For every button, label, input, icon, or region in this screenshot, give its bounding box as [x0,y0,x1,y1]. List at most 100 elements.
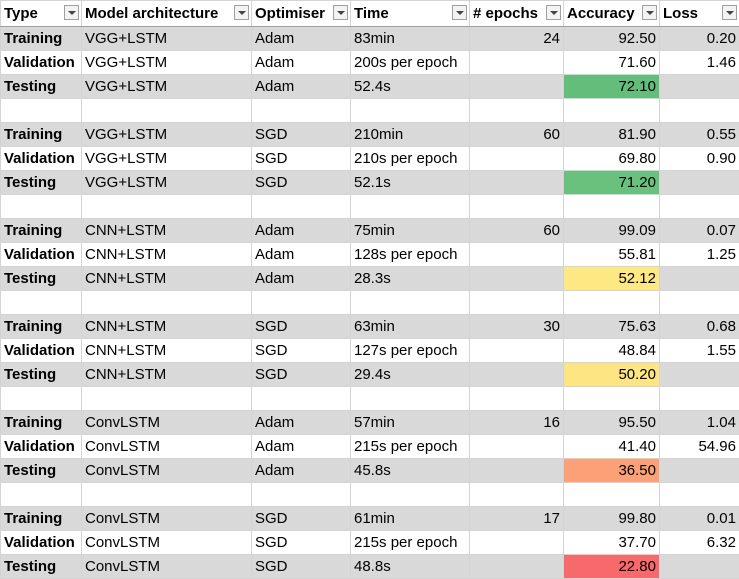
cell-loss[interactable]: 6.32 [660,531,739,555]
empty-cell[interactable] [252,483,351,507]
cell-type[interactable]: Training [1,219,82,243]
cell-optimiser[interactable]: SGD [252,171,351,195]
empty-cell[interactable] [660,195,739,219]
cell-epochs[interactable] [470,75,564,99]
cell-model[interactable]: CNN+LSTM [82,219,252,243]
empty-cell[interactable] [564,99,660,123]
cell-accuracy[interactable]: 52.12 [564,267,660,291]
empty-cell[interactable] [252,291,351,315]
cell-loss[interactable]: 0.55 [660,123,739,147]
empty-cell[interactable] [470,99,564,123]
cell-model[interactable]: CNN+LSTM [82,315,252,339]
cell-model[interactable]: CNN+LSTM [82,339,252,363]
cell-accuracy[interactable]: 81.90 [564,123,660,147]
cell-loss[interactable]: 1.25 [660,243,739,267]
cell-accuracy[interactable]: 36.50 [564,459,660,483]
cell-type[interactable]: Validation [1,435,82,459]
cell-epochs[interactable] [470,435,564,459]
cell-optimiser[interactable]: SGD [252,531,351,555]
empty-cell[interactable] [660,99,739,123]
cell-model[interactable]: VGG+LSTM [82,123,252,147]
empty-cell[interactable] [252,195,351,219]
cell-loss[interactable]: 1.04 [660,411,739,435]
cell-type[interactable]: Validation [1,531,82,555]
cell-optimiser[interactable]: Adam [252,75,351,99]
empty-cell[interactable] [351,387,470,411]
cell-time[interactable]: 215s per epoch [351,435,470,459]
cell-accuracy[interactable]: 71.60 [564,51,660,75]
cell-model[interactable]: ConvLSTM [82,531,252,555]
cell-type[interactable]: Validation [1,147,82,171]
empty-cell[interactable] [82,387,252,411]
cell-type[interactable]: Training [1,27,82,51]
cell-model[interactable]: ConvLSTM [82,507,252,531]
cell-model[interactable]: CNN+LSTM [82,267,252,291]
cell-loss[interactable] [660,363,739,387]
cell-time[interactable]: 57min [351,411,470,435]
empty-cell[interactable] [470,483,564,507]
cell-type[interactable]: Validation [1,339,82,363]
cell-time[interactable]: 52.1s [351,171,470,195]
cell-optimiser[interactable]: Adam [252,51,351,75]
cell-epochs[interactable]: 60 [470,123,564,147]
cell-epochs[interactable]: 16 [470,411,564,435]
cell-loss[interactable] [660,555,739,579]
empty-cell[interactable] [252,99,351,123]
cell-optimiser[interactable]: Adam [252,411,351,435]
cell-optimiser[interactable]: Adam [252,27,351,51]
cell-optimiser[interactable]: SGD [252,363,351,387]
cell-epochs[interactable] [470,51,564,75]
empty-cell[interactable] [660,483,739,507]
cell-optimiser[interactable]: SGD [252,339,351,363]
cell-model[interactable]: ConvLSTM [82,435,252,459]
cell-type[interactable]: Testing [1,171,82,195]
cell-accuracy[interactable]: 75.63 [564,315,660,339]
cell-type[interactable]: Training [1,123,82,147]
empty-cell[interactable] [1,291,82,315]
filter-dropdown-icon[interactable] [64,5,79,20]
cell-loss[interactable]: 1.55 [660,339,739,363]
cell-loss[interactable] [660,75,739,99]
filter-dropdown-icon[interactable] [642,5,657,20]
empty-cell[interactable] [82,483,252,507]
cell-loss[interactable]: 0.07 [660,219,739,243]
empty-cell[interactable] [82,99,252,123]
cell-epochs[interactable] [470,171,564,195]
cell-accuracy[interactable]: 50.20 [564,363,660,387]
cell-optimiser[interactable]: Adam [252,267,351,291]
cell-accuracy[interactable]: 22.80 [564,555,660,579]
cell-model[interactable]: CNN+LSTM [82,243,252,267]
cell-model[interactable]: ConvLSTM [82,459,252,483]
cell-epochs[interactable] [470,363,564,387]
cell-accuracy[interactable]: 99.09 [564,219,660,243]
cell-accuracy[interactable]: 37.70 [564,531,660,555]
cell-loss[interactable] [660,459,739,483]
cell-epochs[interactable]: 17 [470,507,564,531]
empty-cell[interactable] [660,387,739,411]
cell-type[interactable]: Testing [1,267,82,291]
empty-cell[interactable] [351,483,470,507]
filter-dropdown-icon[interactable] [546,5,561,20]
empty-cell[interactable] [564,483,660,507]
empty-cell[interactable] [470,195,564,219]
cell-time[interactable]: 75min [351,219,470,243]
empty-cell[interactable] [351,99,470,123]
cell-optimiser[interactable]: SGD [252,315,351,339]
cell-model[interactable]: ConvLSTM [82,555,252,579]
cell-epochs[interactable]: 30 [470,315,564,339]
cell-optimiser[interactable]: Adam [252,435,351,459]
cell-accuracy[interactable]: 92.50 [564,27,660,51]
cell-time[interactable]: 63min [351,315,470,339]
cell-time[interactable]: 128s per epoch [351,243,470,267]
cell-time[interactable]: 48.8s [351,555,470,579]
cell-loss[interactable]: 54.96 [660,435,739,459]
cell-model[interactable]: ConvLSTM [82,411,252,435]
cell-time[interactable]: 29.4s [351,363,470,387]
cell-model[interactable]: VGG+LSTM [82,147,252,171]
cell-epochs[interactable]: 60 [470,219,564,243]
cell-model[interactable]: VGG+LSTM [82,171,252,195]
cell-optimiser[interactable]: Adam [252,219,351,243]
cell-optimiser[interactable]: SGD [252,555,351,579]
cell-optimiser[interactable]: SGD [252,507,351,531]
cell-optimiser[interactable]: SGD [252,147,351,171]
